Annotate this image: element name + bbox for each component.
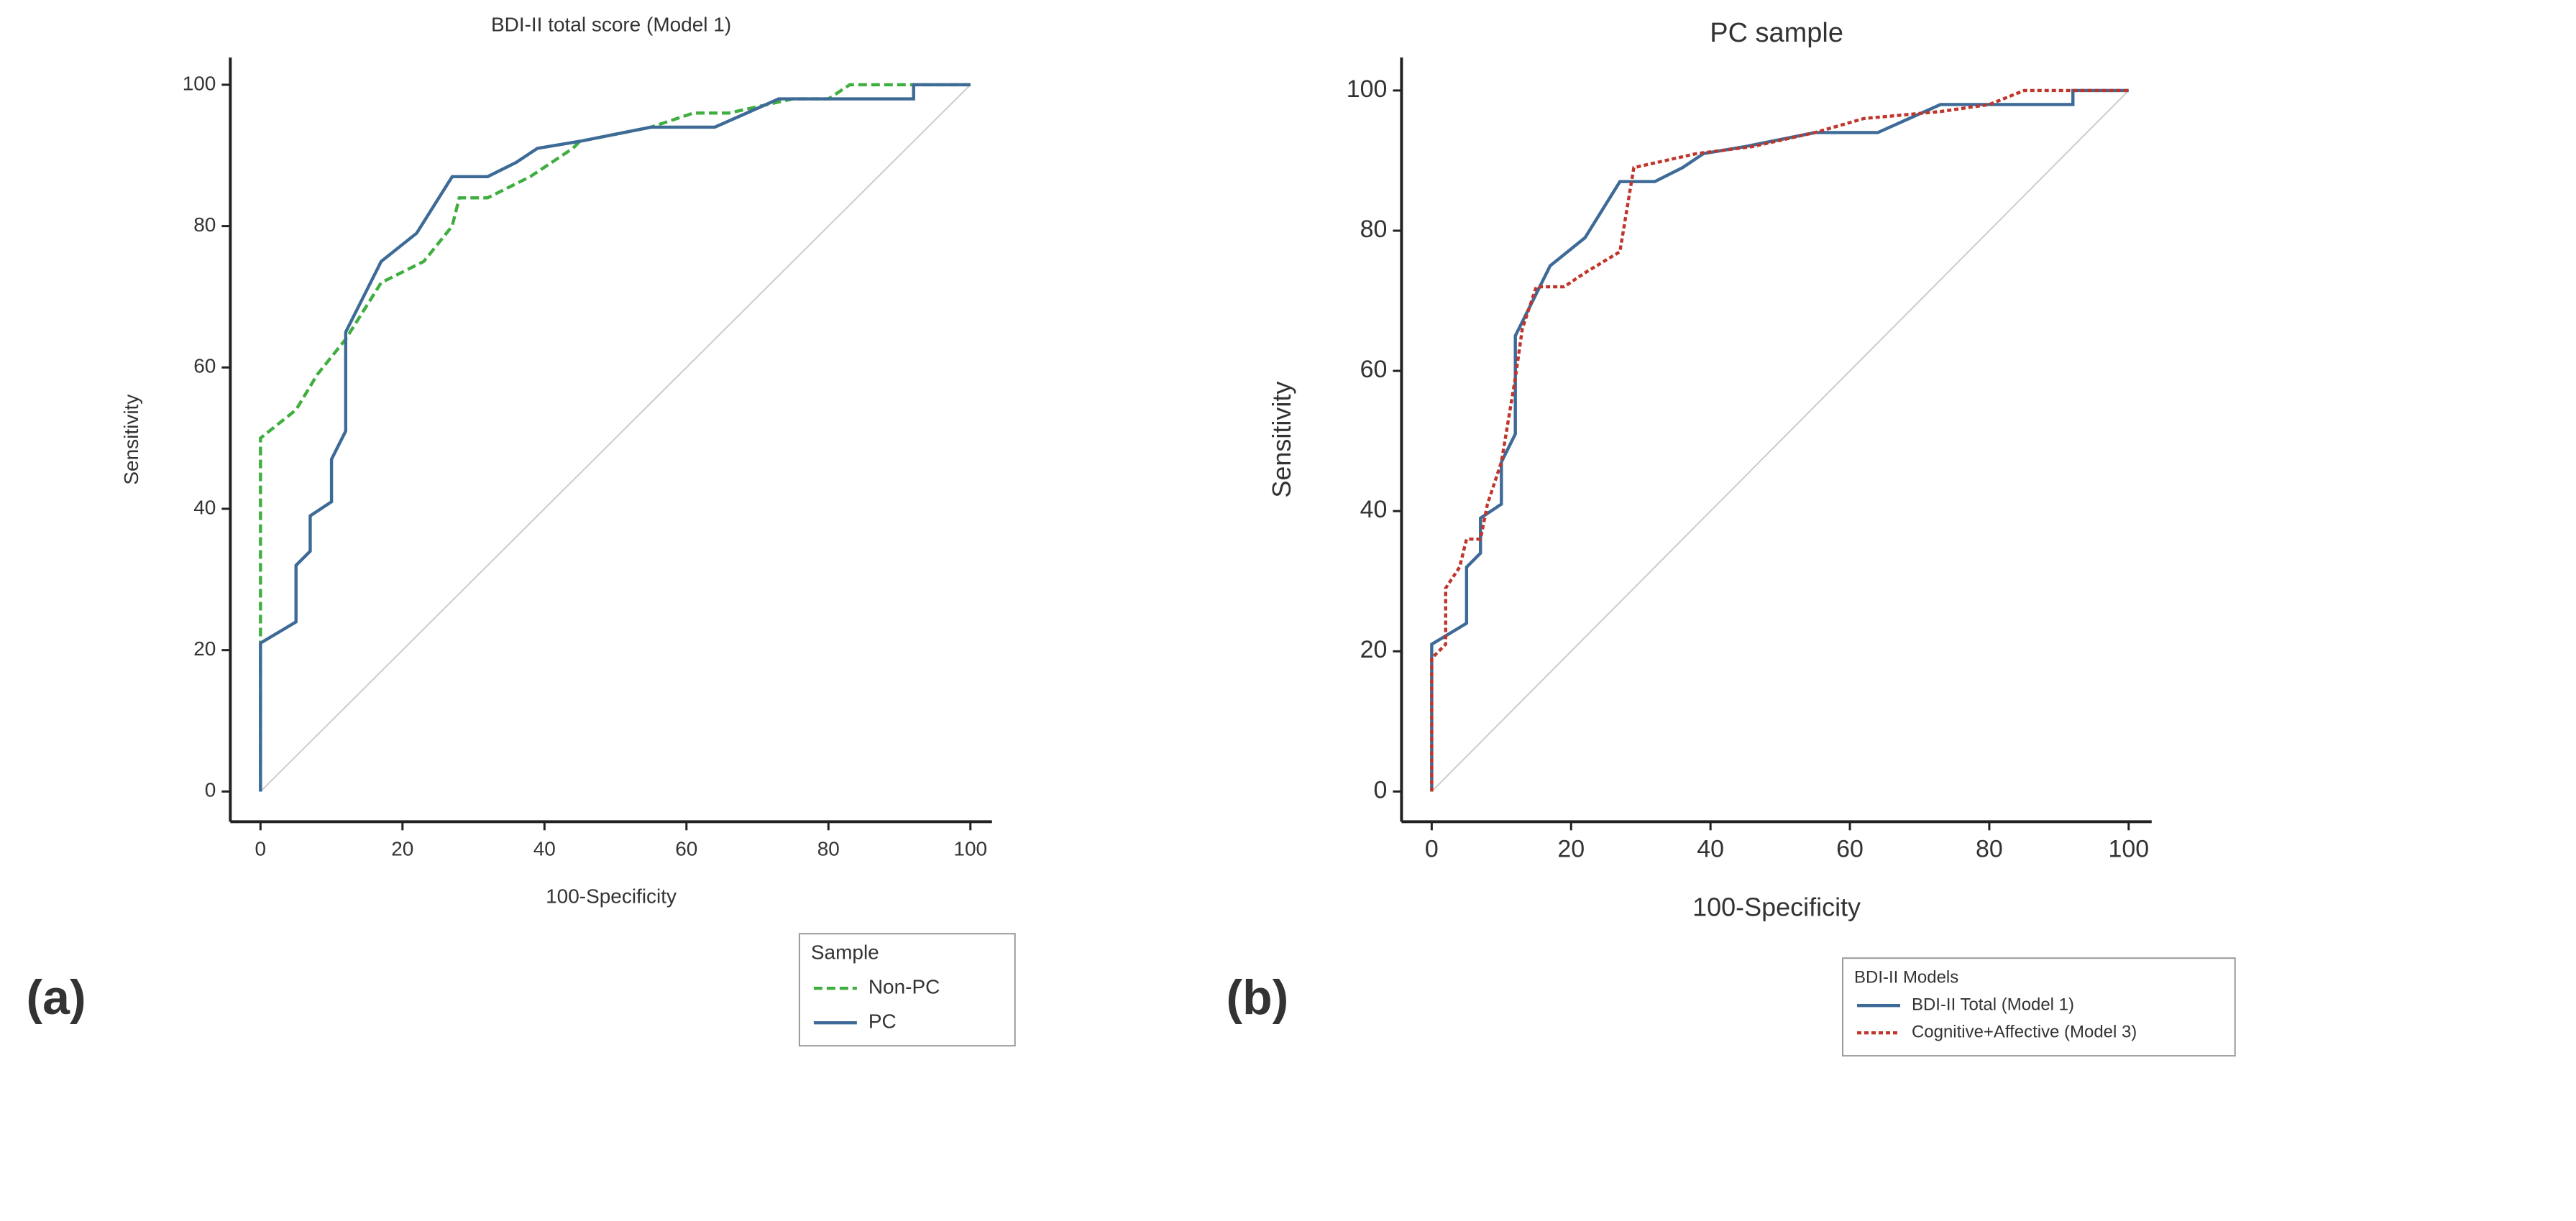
chart-title: PC sample [1710,18,1843,48]
y-axis-label: Sensitivity [120,395,142,485]
y-tick-label: 40 [193,496,216,518]
panel-label: (b) [1227,970,1289,1025]
x-tick-label: 100 [2108,835,2149,862]
x-tick-label: 20 [391,838,413,860]
x-tick-label: 60 [1836,835,1864,862]
y-tick-label: 20 [193,637,216,660]
y-tick-label: 80 [1360,216,1388,243]
legend-box [1842,957,2236,1057]
reference-diagonal [260,84,971,793]
chart-title: BDI-II total score (Model 1) [491,13,731,35]
roc-line [1430,88,2129,792]
legend-label: Non-PC [868,976,940,998]
roc-line [1430,88,2129,792]
x-tick-label: 60 [675,838,697,860]
x-tick-label: 20 [1557,835,1585,862]
x-axis-label: 100-Specificity [546,885,677,908]
roc-line [259,83,971,792]
x-tick-label: 80 [817,838,840,860]
x-tick-label: 0 [1425,835,1439,862]
x-tick-label: 40 [1697,835,1724,862]
x-tick-label: 100 [953,838,987,860]
legend-label: Cognitive+Affective (Model 3) [1912,1022,2137,1041]
x-axis-label: 100-Specificity [1692,893,1861,922]
legend-label: PC [868,1010,897,1033]
y-tick-label: 100 [1347,75,1388,103]
x-tick-label: 40 [533,838,556,860]
legend-label: BDI-II Total (Model 1) [1912,995,2074,1015]
y-axis-label: Sensitivity [1267,382,1296,498]
reference-diagonal [1431,90,2130,793]
x-tick-label: 80 [1976,835,2003,862]
x-tick-label: 0 [255,838,267,860]
panel-label: (a) [27,970,86,1025]
y-tick-label: 40 [1360,496,1388,523]
legend-title: Sample [811,941,879,964]
y-tick-label: 80 [193,213,216,236]
roc-line [259,83,971,792]
y-tick-label: 0 [1374,776,1388,803]
y-tick-label: 60 [193,355,216,377]
y-tick-label: 100 [183,72,216,94]
y-tick-label: 60 [1360,356,1388,383]
y-tick-label: 20 [1360,636,1388,663]
y-tick-label: 0 [205,779,216,801]
legend-title: BDI-II Models [1854,968,1958,987]
